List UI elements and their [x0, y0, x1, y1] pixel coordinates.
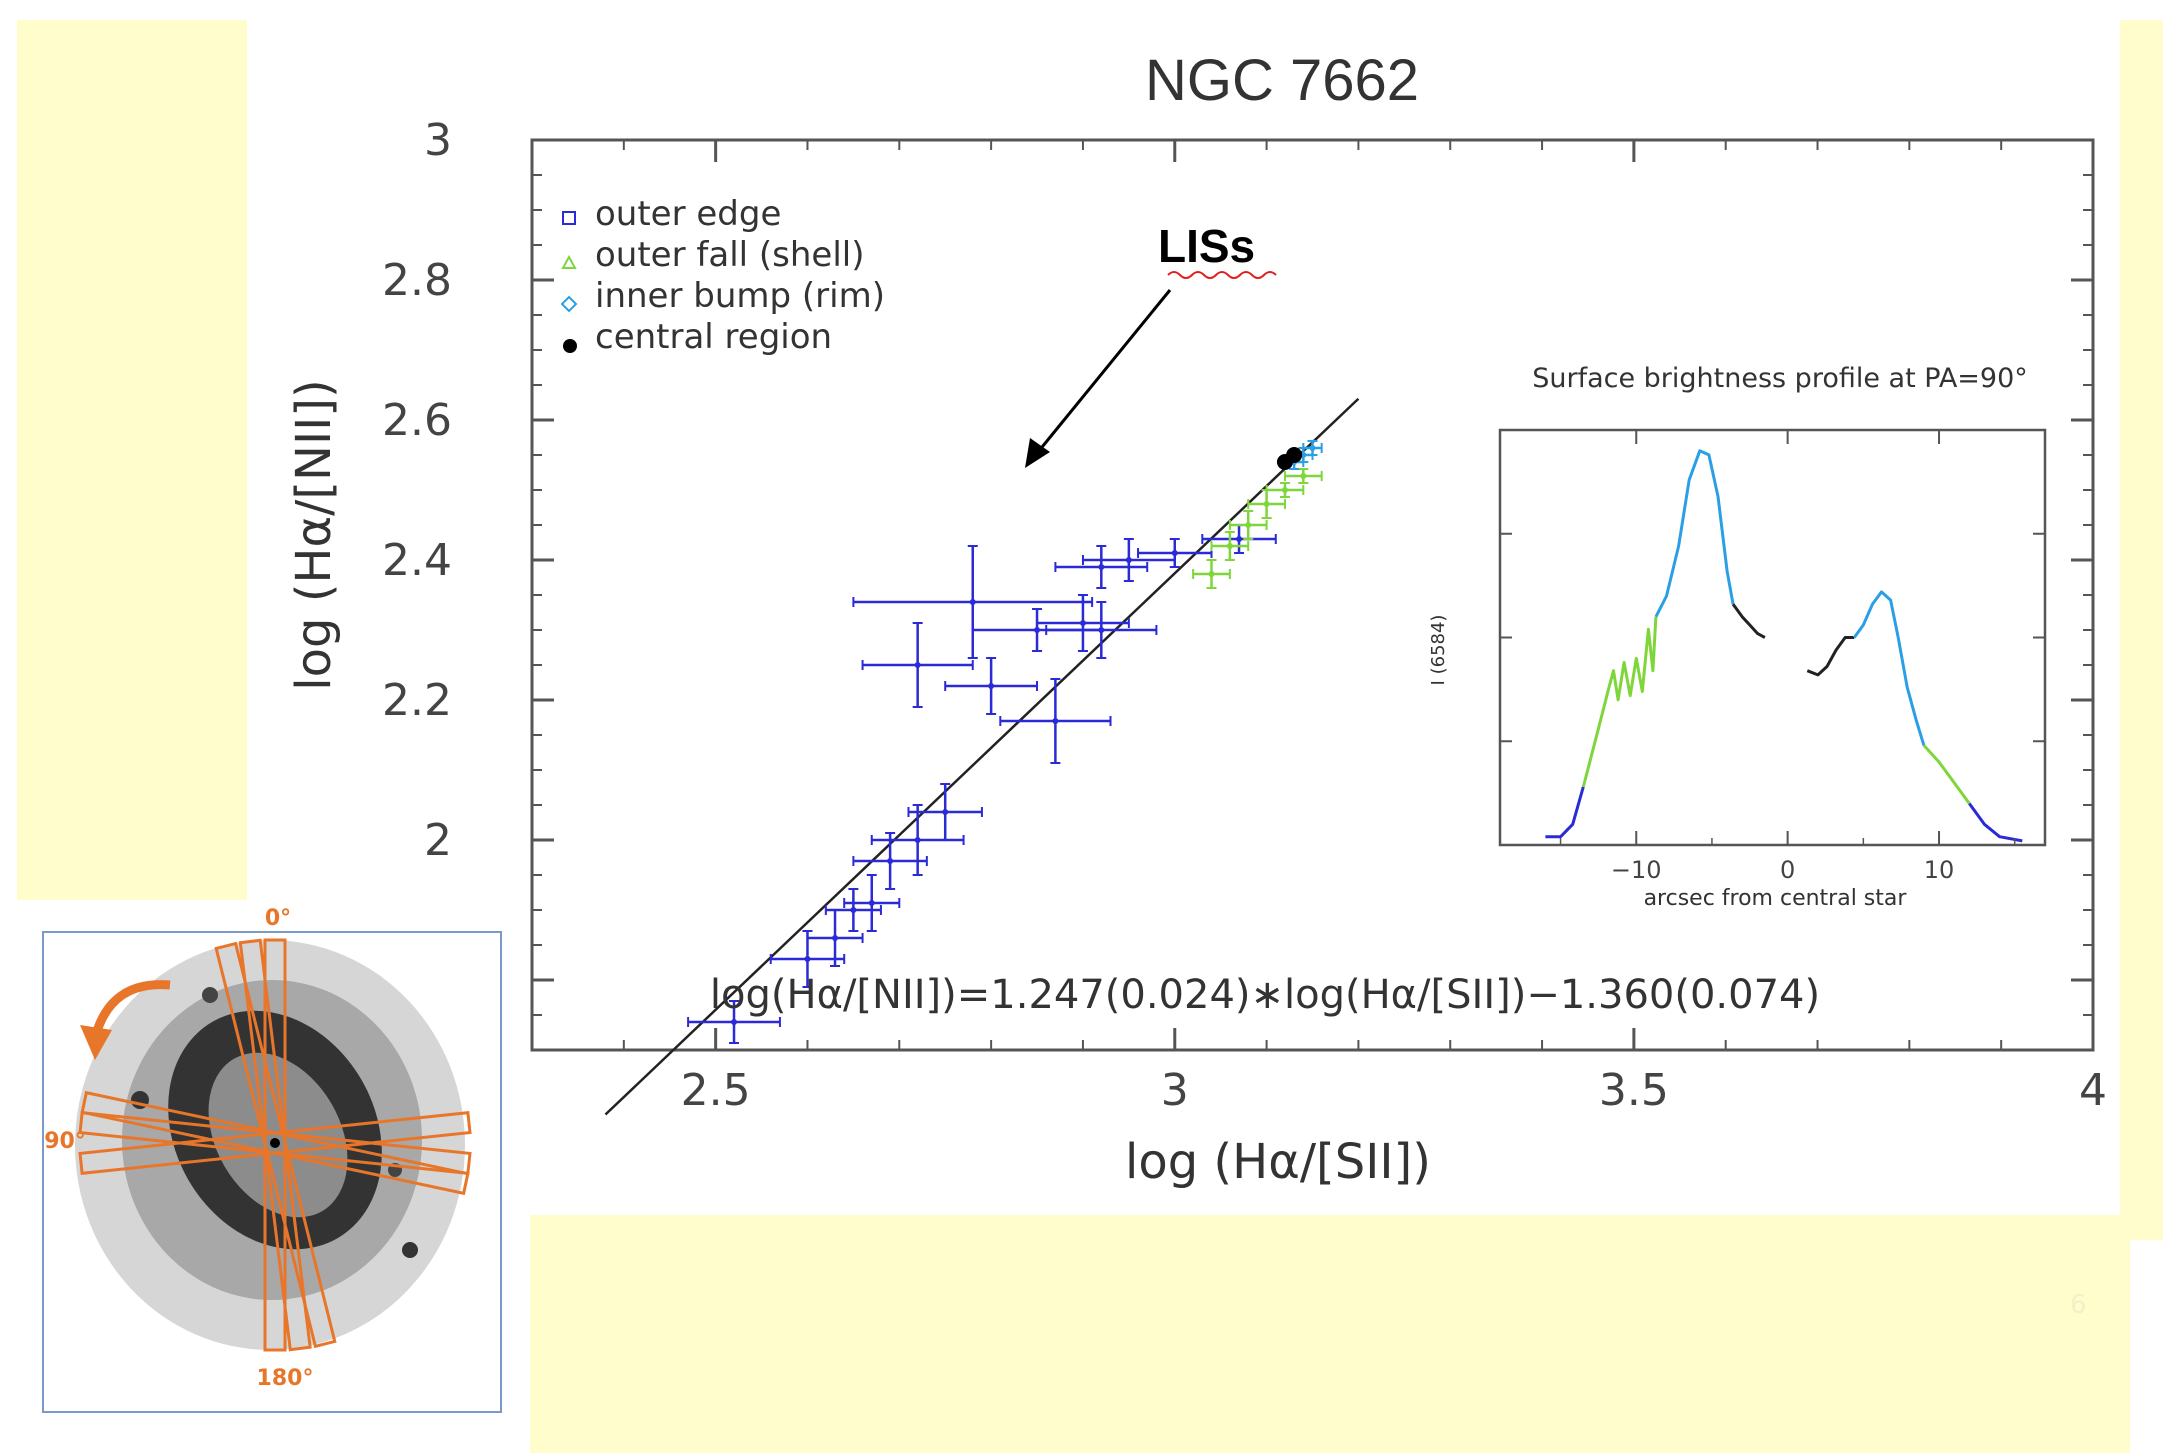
legend-marker-inner-bump	[560, 295, 578, 313]
x-tick-label: 4	[2079, 1065, 2107, 1116]
nebula-interior	[208, 1052, 348, 1218]
central-star	[270, 1138, 280, 1148]
nebula-thumbnail: 0° 90° 180°	[42, 906, 502, 1413]
x-tick-label: 3.5	[1599, 1065, 1669, 1116]
inset-x-tick-label: −10	[1611, 856, 1662, 884]
data-point	[1208, 571, 1215, 577]
left-yellow-panel	[17, 20, 247, 900]
data-point	[804, 956, 811, 962]
data-point	[1286, 447, 1303, 463]
data-point	[914, 837, 921, 843]
data-point	[1098, 564, 1105, 570]
liss-arrow-head	[1025, 438, 1050, 468]
inset-frame	[1498, 428, 2047, 847]
legend-label-outer-fall: outer fall (shell)	[595, 235, 865, 275]
data-point	[969, 599, 976, 605]
data-point	[942, 809, 949, 815]
profile-segment	[1654, 449, 1735, 618]
legend-label-inner-bump: inner bump (rim)	[595, 276, 885, 316]
y-axis-label: log (Hα/[NII])	[286, 379, 342, 690]
y-tick-label: 2.4	[382, 535, 452, 586]
angle-label-90: 90°	[44, 1129, 86, 1154]
chart-title: NGC 7662	[1145, 48, 1419, 113]
legend-label-outer-edge: outer edge	[595, 194, 781, 234]
series-outer-fall-shell-	[1192, 468, 1323, 589]
angle-label-0: 0°	[265, 906, 291, 931]
data-point	[887, 858, 894, 864]
data-point	[1171, 550, 1178, 556]
data-point	[1052, 718, 1059, 724]
nebula-knot	[402, 1242, 418, 1258]
rotation-arrowhead	[80, 1025, 112, 1060]
data-point	[850, 907, 857, 913]
y-tick-label: 2.6	[382, 395, 452, 446]
data-point	[1226, 543, 1233, 549]
series-central-region	[1276, 447, 1303, 470]
profile-segment	[1968, 802, 2023, 843]
x-tick-label: 3	[1161, 1065, 1189, 1116]
data-point	[868, 900, 875, 906]
bottom-yellow-panel	[530, 1215, 2130, 1453]
inset-x-tick-label: 0	[1780, 856, 1795, 884]
slit-overlay	[78, 938, 472, 1352]
slit-rect	[80, 1090, 470, 1196]
inset-border	[1498, 428, 2047, 847]
y-tick-label: 2.8	[382, 255, 452, 306]
profile-segment	[1545, 786, 1585, 839]
legend: outer edge outer fall (shell) inner bump…	[560, 194, 885, 357]
inset-tick-group: −10 0 10	[1500, 430, 2045, 884]
fit-equation: log(Hα/[NII])=1.247(0.024)∗log(Hα/[SII])…	[710, 972, 1820, 1018]
scatter-plot-area: 2.533.541.822.22.42.62.83	[382, 115, 2107, 1116]
y-tick-label: 3	[424, 115, 452, 166]
series-group	[687, 440, 1323, 1044]
data-point	[731, 1019, 738, 1025]
rotation-arrow-icon	[90, 980, 171, 1040]
legend-marker-central	[563, 339, 577, 353]
profile-segment	[1806, 636, 1855, 677]
profile-segment	[1922, 744, 1971, 805]
y-tick-label: 2	[424, 815, 452, 866]
inset-x-tick-label: 10	[1924, 856, 1955, 884]
data-point	[1300, 473, 1307, 479]
x-tick-label: 2.5	[681, 1065, 751, 1116]
slide-number: 6	[2070, 1290, 2087, 1320]
data-point	[1236, 536, 1243, 542]
angle-label-180: 180°	[257, 1366, 314, 1391]
legend-marker-outer-fall	[561, 254, 577, 269]
series-outer-edge	[687, 524, 1277, 1044]
inset-title: Surface brightness profile at PA=90°	[1532, 363, 2028, 394]
data-point	[914, 662, 921, 668]
data-point	[1263, 501, 1270, 507]
inset-x-label: arcsec from central star	[1644, 886, 1908, 911]
tick-group: 2.533.541.822.22.42.62.83	[382, 115, 2107, 1116]
data-point	[1098, 627, 1105, 633]
data-point	[832, 935, 839, 941]
data-point	[1309, 445, 1316, 451]
profile-segment	[1853, 590, 1926, 746]
liss-annotation: LISs	[1158, 220, 1255, 272]
profile-segment	[1731, 603, 1766, 639]
liss-underline	[1167, 271, 1277, 279]
liss-arrow-shaft	[1036, 289, 1172, 453]
profile-segment	[1581, 616, 1658, 788]
y-tick-label: 2.2	[382, 675, 452, 726]
data-point	[1079, 620, 1086, 626]
fit-line-group	[604, 397, 1360, 1116]
inset-y-label: I (6584)	[1428, 615, 1449, 686]
legend-marker-outer-edge	[562, 211, 576, 225]
data-point	[988, 683, 995, 689]
slit-rect	[263, 938, 287, 1352]
x-axis-label: log (Hα/[SII])	[1125, 1134, 1431, 1190]
data-point	[1281, 487, 1288, 493]
inset-plot-area: −10 0 10	[1498, 428, 2047, 884]
nebula-knot	[202, 987, 218, 1003]
inset-series-group	[1545, 449, 2023, 843]
data-point	[1125, 557, 1132, 563]
data-point	[1245, 522, 1252, 528]
data-point	[1034, 627, 1041, 633]
fit-line	[604, 397, 1360, 1116]
right-yellow-strip	[2120, 20, 2163, 1240]
legend-label-central: central region	[595, 317, 832, 357]
